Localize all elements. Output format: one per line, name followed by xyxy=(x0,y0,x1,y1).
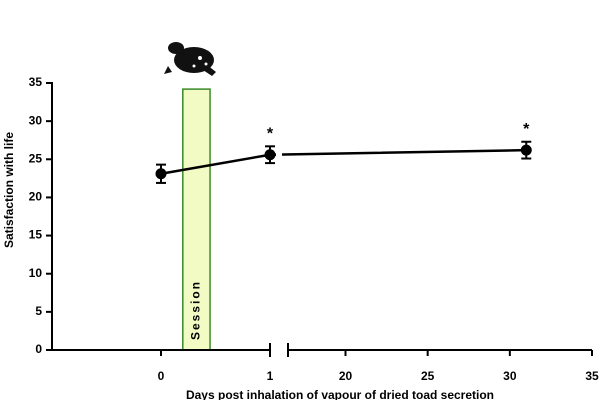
significance-marker: * xyxy=(267,126,274,143)
y-axis-label: Satisfaction with life xyxy=(2,132,16,248)
significance-marker: * xyxy=(523,121,530,138)
data-line xyxy=(160,148,527,176)
session-label: Session xyxy=(189,280,203,340)
y-tick-label: 30 xyxy=(29,113,43,127)
x-tick-label: 1 xyxy=(267,369,274,383)
x-tick-label: 30 xyxy=(503,369,517,383)
y-tick-label: 10 xyxy=(29,266,43,280)
x-axis-label: Days post inhalation of vapour of dried … xyxy=(186,388,494,400)
data-point xyxy=(520,144,532,156)
x-tick-label: 25 xyxy=(421,369,435,383)
y-tick-label: 35 xyxy=(29,75,43,89)
x-tick-label: 35 xyxy=(585,369,599,383)
x-tick-label: 20 xyxy=(339,369,353,383)
toad-icon xyxy=(164,42,216,76)
data-point xyxy=(155,168,167,180)
session-box xyxy=(182,88,211,351)
axis-break-gap xyxy=(276,73,282,340)
data-point xyxy=(264,149,276,161)
y-tick-label: 15 xyxy=(29,228,43,242)
y-tick-label: 25 xyxy=(29,151,43,165)
x-tick-label: 0 xyxy=(158,369,165,383)
y-tick-label: 5 xyxy=(35,304,42,318)
y-tick-label: 0 xyxy=(35,342,42,356)
y-tick-label: 20 xyxy=(29,190,43,204)
